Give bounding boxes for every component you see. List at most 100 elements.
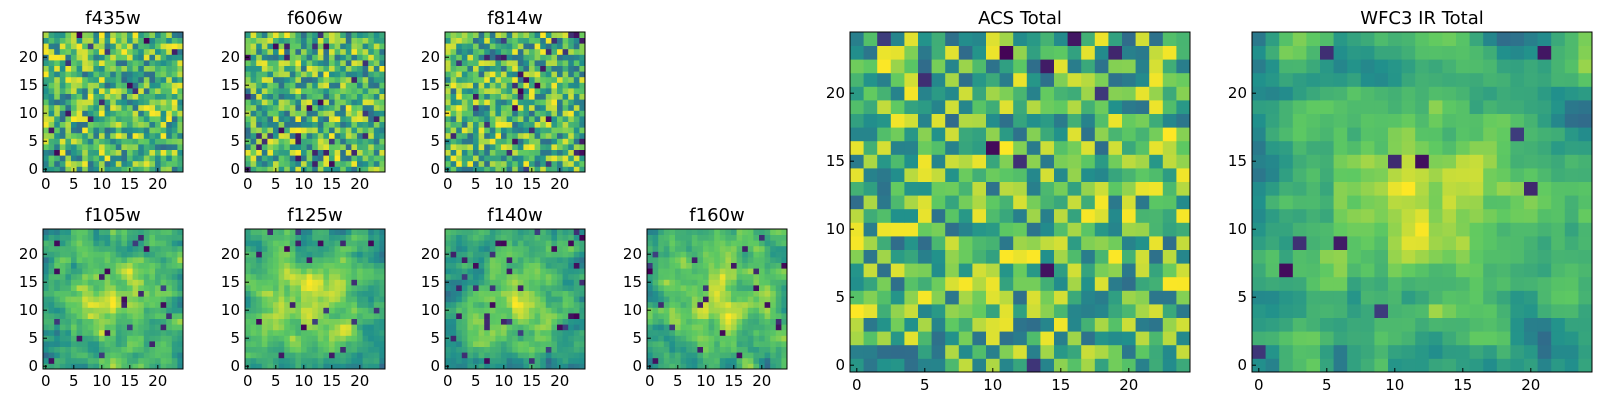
heatmap-cell [121, 273, 128, 280]
heatmap-cell [517, 93, 524, 100]
heatmap-cell [1108, 276, 1123, 291]
heatmap-cell [245, 273, 251, 280]
heatmap-cell [59, 279, 66, 286]
heatmap-cell [697, 285, 704, 291]
heatmap-cell [764, 296, 771, 303]
heatmap-cell [177, 296, 184, 303]
heatmap-cell [323, 104, 330, 111]
heatmap-cell [764, 290, 771, 297]
heatmap-cell [579, 138, 586, 145]
heatmap-cell [562, 82, 569, 89]
heatmap-cell [301, 279, 307, 286]
heatmap-cell [289, 93, 296, 100]
heatmap-cell [93, 37, 100, 44]
heatmap-cell [918, 331, 932, 346]
heatmap-cell [1054, 304, 1068, 318]
heatmap-cell [489, 32, 496, 38]
heatmap-cell [43, 144, 49, 150]
heatmap-cell [329, 60, 335, 66]
axes-frame [42, 31, 184, 173]
heatmap-cell [456, 251, 463, 258]
heatmap-cell [334, 32, 341, 38]
heatmap-cell [155, 301, 161, 308]
heatmap-cell [379, 285, 386, 291]
heatmap-cell [686, 240, 693, 247]
heatmap-cell [82, 245, 89, 252]
heatmap-cell [450, 307, 457, 314]
heatmap-cell [115, 357, 122, 364]
heatmap-cell [301, 341, 307, 347]
heatmap-cell [166, 110, 173, 117]
heatmap-cell [121, 43, 128, 50]
heatmap-cell [478, 116, 485, 122]
heatmap-cell [166, 229, 173, 235]
heatmap-cell [775, 290, 782, 297]
heatmap-cell [362, 32, 369, 38]
heatmap-cell [132, 76, 139, 83]
heatmap-cell [753, 329, 760, 336]
heatmap-cell [931, 222, 946, 237]
heatmap-cell [149, 60, 156, 66]
heatmap-cell [373, 307, 380, 314]
heatmap-cell [115, 262, 122, 269]
heatmap-cell [284, 65, 291, 72]
heatmap-cell [115, 301, 122, 308]
heatmap-cell [54, 240, 61, 247]
heatmap-cell [669, 341, 676, 347]
heatmap-cell [562, 48, 569, 55]
heatmap-cell [76, 301, 83, 308]
heatmap-cell [781, 318, 788, 325]
heatmap-cell [529, 43, 535, 50]
heatmap-cell [357, 149, 363, 156]
heatmap-cell [250, 363, 257, 370]
heatmap-cell [850, 276, 864, 291]
heatmap-cell [725, 324, 732, 331]
heatmap-cell [573, 93, 580, 100]
heatmap-cell [267, 329, 274, 336]
heatmap-cell [512, 313, 519, 319]
heatmap-cell [267, 335, 274, 342]
heatmap-cell [323, 229, 330, 235]
heatmap-cell [166, 54, 173, 61]
heatmap-cell [76, 251, 83, 258]
heatmap-cell [495, 268, 502, 275]
heatmap-cell [523, 99, 530, 106]
heatmap-cell [529, 82, 535, 89]
heatmap-cell [278, 229, 285, 235]
heatmap-cell [579, 357, 586, 364]
heatmap-cell [512, 93, 519, 100]
heatmap-cell [540, 71, 547, 78]
heatmap-cell [301, 335, 307, 342]
heatmap-cell [368, 357, 375, 364]
heatmap-cell [972, 208, 987, 223]
heatmap-cell [43, 43, 49, 50]
heatmap-cell [517, 110, 524, 117]
heatmap-cell [323, 121, 330, 128]
heatmap-cell [155, 65, 161, 72]
heatmap-cell [317, 104, 324, 111]
heatmap-cell [127, 54, 133, 61]
heatmap-cell [379, 93, 386, 100]
heatmap-cell [87, 341, 94, 347]
heatmap-cell [373, 245, 380, 252]
heatmap-cell [557, 132, 563, 139]
heatmap-cell [1026, 304, 1041, 318]
heatmap-cell [663, 357, 670, 364]
heatmap-cell [99, 262, 105, 269]
heatmap-cell [753, 341, 760, 347]
heatmap-cell [289, 110, 296, 117]
heatmap-cell [289, 155, 296, 162]
heatmap-cell [445, 48, 451, 55]
heatmap-cell [461, 132, 468, 139]
heatmap-cell [132, 363, 139, 370]
heatmap-cell [986, 317, 1000, 332]
heatmap-cell [747, 296, 754, 303]
heatmap-cell [250, 296, 257, 303]
heatmap-cell [456, 127, 463, 134]
heatmap-cell [48, 121, 55, 128]
heatmap-cell [357, 273, 363, 280]
heatmap-cell [362, 43, 369, 50]
heatmap-cell [501, 335, 507, 342]
heatmap-cell [890, 276, 905, 291]
heatmap-cell [775, 273, 782, 280]
